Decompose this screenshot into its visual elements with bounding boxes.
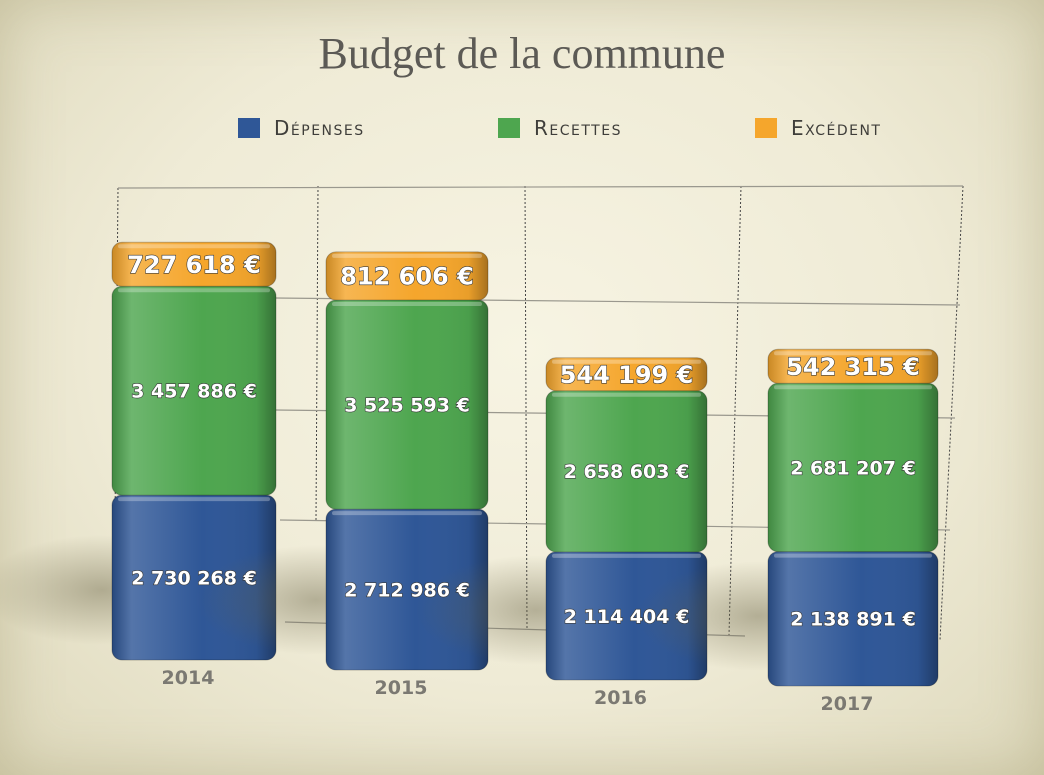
x-tick-label-2014: 2014 bbox=[162, 667, 215, 689]
value-label-depenses-2017: 2 138 891 € bbox=[790, 609, 916, 631]
legend-label-excedent: Excédent bbox=[791, 116, 882, 140]
bars bbox=[0, 241, 939, 687]
gridline-vertical bbox=[315, 185, 319, 521]
x-tick-label-2015: 2015 bbox=[375, 677, 428, 699]
value-label-excedent-2015: 812 606 € bbox=[340, 263, 474, 291]
legend-swatch-recettes bbox=[498, 118, 520, 138]
legend-item-recettes: Recettes bbox=[498, 112, 622, 144]
x-axis: 2014 2015 2016 2017 bbox=[162, 667, 874, 715]
bar-excedent-2015 bbox=[325, 251, 489, 301]
bar-recettes-2017 bbox=[767, 382, 939, 553]
value-label-recettes-2015: 3 525 593 € bbox=[344, 394, 470, 416]
legend-swatch-excedent bbox=[755, 118, 777, 138]
value-label-recettes-2017: 2 681 207 € bbox=[790, 457, 916, 479]
legend-label-depenses: Dépenses bbox=[274, 116, 365, 140]
gridline-vertical bbox=[939, 185, 964, 641]
bar-excedent-2017 bbox=[767, 348, 939, 384]
value-label-excedent-2017: 542 315 € bbox=[786, 353, 920, 381]
x-tick-label-2016: 2016 bbox=[594, 687, 647, 709]
chart-title: Budget de la commune bbox=[318, 29, 726, 78]
bar-excedent-2014 bbox=[111, 241, 277, 287]
value-label-depenses-2015: 2 712 986 € bbox=[344, 579, 470, 601]
value-label-recettes-2016: 2 658 603 € bbox=[564, 461, 690, 483]
gridline-vertical bbox=[728, 185, 742, 636]
value-label-depenses-2014: 2 730 268 € bbox=[131, 567, 257, 589]
bar-recettes-2015 bbox=[325, 299, 489, 510]
x-tick-label-2017: 2017 bbox=[821, 693, 874, 715]
value-label-depenses-2016: 2 114 404 € bbox=[564, 606, 690, 628]
legend-item-depenses: Dépenses bbox=[238, 112, 365, 144]
value-labels: 2 730 268 € 3 457 886 € 727 618 € 2 712 986… bbox=[127, 250, 921, 631]
value-label-recettes-2014: 3 457 886 € bbox=[131, 381, 257, 403]
legend-swatch-depenses bbox=[238, 118, 260, 138]
legend-label-recettes: Recettes bbox=[534, 116, 622, 140]
gridline-horizontal bbox=[117, 185, 964, 189]
bar-depenses-2017 bbox=[767, 551, 939, 687]
bar-excedent-2016 bbox=[545, 357, 708, 392]
legend-item-excedent: Excédent bbox=[755, 112, 881, 144]
value-label-excedent-2014: 727 618 € bbox=[127, 251, 261, 279]
chart-legend: Dépenses Recettes Excédent bbox=[0, 112, 1044, 144]
bar-recettes-2014 bbox=[111, 285, 277, 496]
value-label-excedent-2016: 544 199 € bbox=[560, 361, 694, 389]
